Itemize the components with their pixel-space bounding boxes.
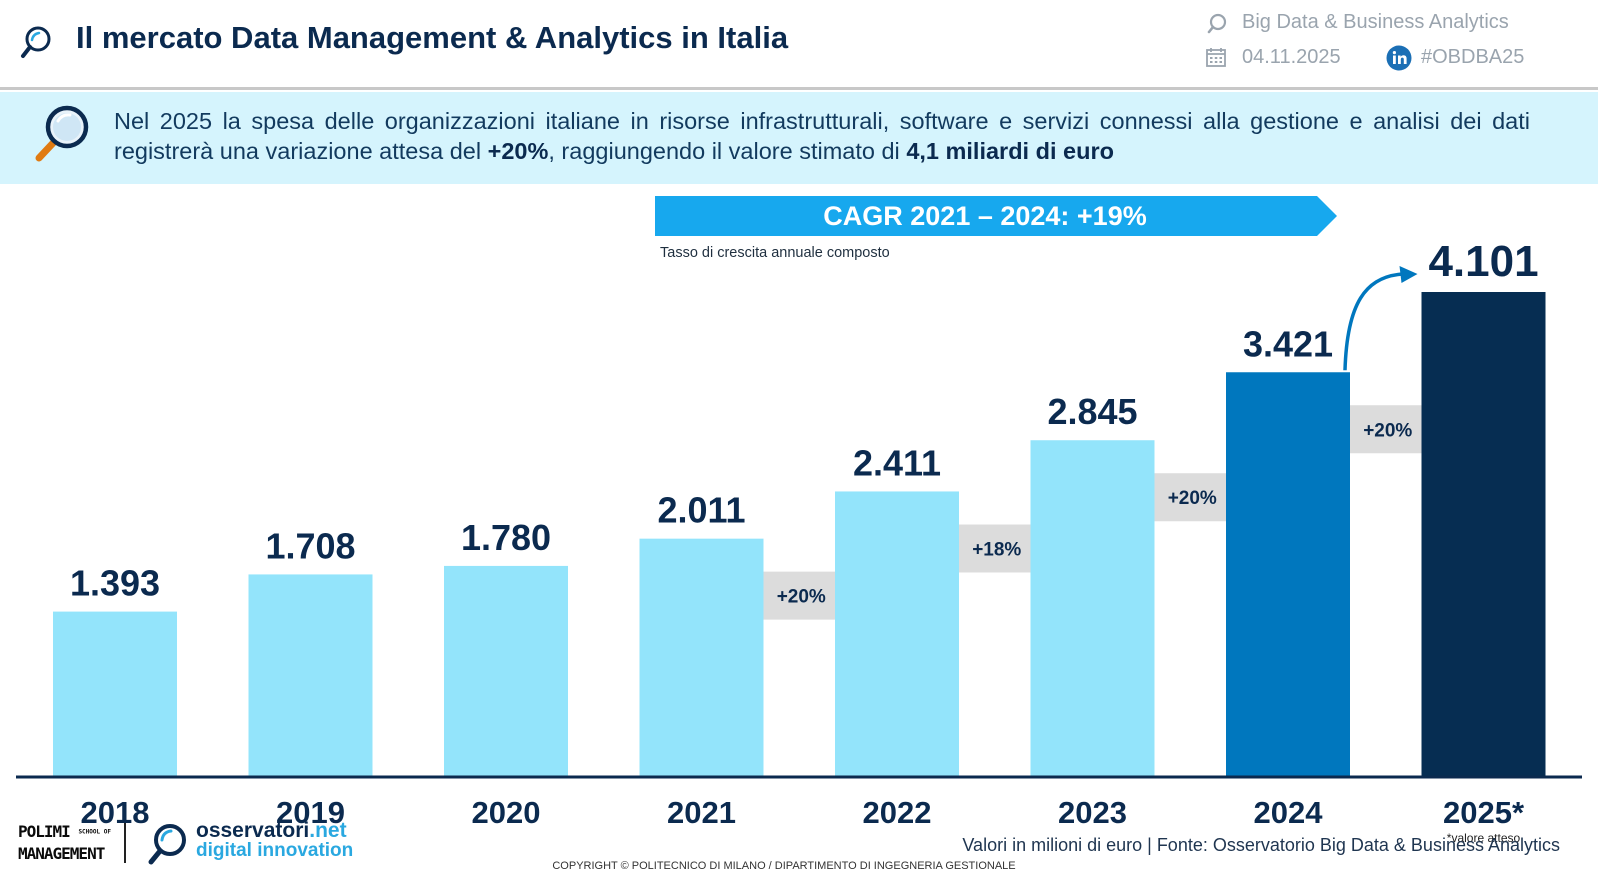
value-label: 2.845 xyxy=(1047,391,1137,432)
info-banner: Nel 2025 la spesa delle organizzazioni i… xyxy=(0,92,1598,184)
category-label: 2023 xyxy=(1058,795,1127,830)
polimi-logo: POLIMI SCHOOL OF MANAGEMENT xyxy=(18,822,111,865)
bar xyxy=(1030,440,1155,776)
bar xyxy=(639,538,764,776)
magnifier-icon xyxy=(1207,13,1227,34)
osservatori-logo-name: osservatori xyxy=(196,819,310,842)
bar xyxy=(835,491,959,776)
value-label: 2.411 xyxy=(853,442,941,483)
value-label: 1.780 xyxy=(461,517,551,558)
growth-label: +18% xyxy=(972,539,1021,560)
banner-text-part1: Nel 2025 la spesa delle organizzazioni i… xyxy=(114,108,1530,164)
category-label: 2018 xyxy=(81,795,150,830)
growth-label: +20% xyxy=(1363,420,1412,441)
expected-footnote: *valore atteso xyxy=(1447,831,1521,845)
category-label: 2020 xyxy=(472,795,541,830)
osservatori-logo-icon xyxy=(148,824,186,865)
magnifier-logo-icon xyxy=(21,26,51,58)
category-label: 2022 xyxy=(863,795,932,830)
banner-text: Nel 2025 la spesa delle organizzazioni i… xyxy=(114,106,1530,166)
cagr-arrow xyxy=(655,196,1337,236)
bar xyxy=(1421,292,1546,776)
source-note: Valori in milioni di euro | Fonte: Osser… xyxy=(962,835,1560,855)
page-title: Il mercato Data Management & Analytics i… xyxy=(76,20,789,55)
value-label: 1.708 xyxy=(265,525,355,566)
bar xyxy=(248,574,373,776)
growth-arrow xyxy=(761,571,857,620)
growth-arrow xyxy=(1152,473,1248,522)
polimi-logo-line1: POLIMI xyxy=(18,822,71,841)
polimi-logo-line2: MANAGEMENT xyxy=(18,843,105,863)
trend-arrow-line xyxy=(1343,272,1404,371)
bar xyxy=(53,611,177,776)
banner-growth: +20% xyxy=(487,138,549,164)
calendar-icon xyxy=(1206,48,1226,67)
bar xyxy=(444,565,568,776)
value-label: 1.393 xyxy=(70,563,160,604)
header-divider xyxy=(0,87,1598,90)
cagr-note: Tasso di crescita annuale composto xyxy=(660,245,890,261)
value-label: 4.101 xyxy=(1428,237,1538,286)
banner-text-part2: , raggiungendo il valore stimato di xyxy=(548,138,907,164)
date-label: 04.11.2025 xyxy=(1242,46,1341,68)
osservatori-logo-tagline: digital innovation xyxy=(196,840,354,861)
polimi-logo-small: SCHOOL OF xyxy=(78,828,111,836)
logo-separator xyxy=(124,823,126,863)
magnifying-glass-icon xyxy=(35,105,89,162)
value-label: 2.011 xyxy=(657,490,745,531)
copyright: COPYRIGHT © POLITECNICO DI MILANO / DIPA… xyxy=(552,860,1016,872)
hashtag-link[interactable]: #OBDBA25 xyxy=(1421,46,1525,68)
growth-label: +20% xyxy=(1168,488,1217,509)
growth-label: +20% xyxy=(777,587,826,608)
category-label: 2024 xyxy=(1254,795,1324,830)
bar xyxy=(1226,372,1350,776)
growth-arrow xyxy=(1348,405,1444,454)
trend-arrow-head xyxy=(1399,266,1418,283)
category-label: 2019 xyxy=(276,795,345,830)
header: Il mercato Data Management & Analytics i… xyxy=(0,0,1598,88)
footer-logos: POLIMI SCHOOL OF MANAGEMENT osservatori.… xyxy=(18,820,378,868)
osservatori-logo-domain: .net xyxy=(309,819,347,842)
bars-layer: +20% +18% +20% +20% 1.393 2018 1.708 2019 1.780 2… xyxy=(53,237,1546,845)
cagr-label: CAGR 2021 – 2024: +19% xyxy=(823,201,1147,231)
growth-arrow xyxy=(957,524,1053,573)
topic-label: Big Data & Business Analytics xyxy=(1242,11,1509,33)
banner-amount: 4,1 miliardi di euro xyxy=(906,138,1114,164)
value-label: 3.421 xyxy=(1243,323,1333,364)
linkedin-icon[interactable] xyxy=(1386,45,1412,71)
osservatori-logo-text: osservatori.net digital innovation xyxy=(196,819,354,861)
category-label: 2025* xyxy=(1443,795,1525,830)
category-label: 2021 xyxy=(667,795,736,830)
